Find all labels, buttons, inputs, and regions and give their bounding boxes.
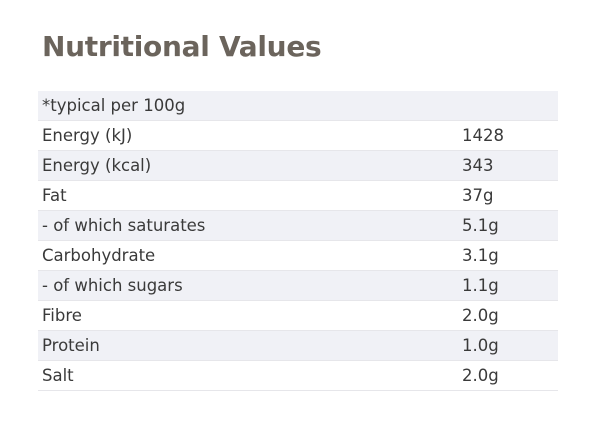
nutrient-value: 1.1g xyxy=(462,270,558,301)
nutrient-value: 343 xyxy=(462,150,558,181)
table-row: - of which saturates 5.1g xyxy=(38,210,558,241)
page-title: Nutritional Values xyxy=(42,30,322,63)
nutrient-label: Energy (kcal) xyxy=(38,150,462,181)
table-header-row: *typical per 100g xyxy=(38,91,558,121)
table-row: Energy (kJ) 1428 xyxy=(38,120,558,151)
nutrient-label: Salt xyxy=(38,360,462,391)
nutrient-value: 1.0g xyxy=(462,330,558,361)
table-row: Carbohydrate 3.1g xyxy=(38,240,558,271)
nutrient-label: Fat xyxy=(38,180,462,211)
table-row: Energy (kcal) 343 xyxy=(38,150,558,181)
serving-basis-label: *typical per 100g xyxy=(38,91,558,121)
nutrient-value: 1428 xyxy=(462,120,558,151)
nutrient-value: 2.0g xyxy=(462,360,558,391)
nutrient-label: Energy (kJ) xyxy=(38,120,462,151)
nutrition-table: *typical per 100g Energy (kJ) 1428 Energ… xyxy=(38,91,558,391)
nutrient-label: Carbohydrate xyxy=(38,240,462,271)
nutrient-value: 5.1g xyxy=(462,210,558,241)
nutrient-label: Fibre xyxy=(38,300,462,331)
table-row: Fibre 2.0g xyxy=(38,300,558,331)
table-row: Fat 37g xyxy=(38,180,558,211)
table-row: Protein 1.0g xyxy=(38,330,558,361)
table-row: Salt 2.0g xyxy=(38,360,558,391)
nutrient-value: 2.0g xyxy=(462,300,558,331)
nutrient-value: 3.1g xyxy=(462,240,558,271)
nutrient-label: - of which sugars xyxy=(38,270,462,301)
nutrient-label: Protein xyxy=(38,330,462,361)
table-row: - of which sugars 1.1g xyxy=(38,270,558,301)
nutrient-label: - of which saturates xyxy=(38,210,462,241)
nutrient-value: 37g xyxy=(462,180,558,211)
